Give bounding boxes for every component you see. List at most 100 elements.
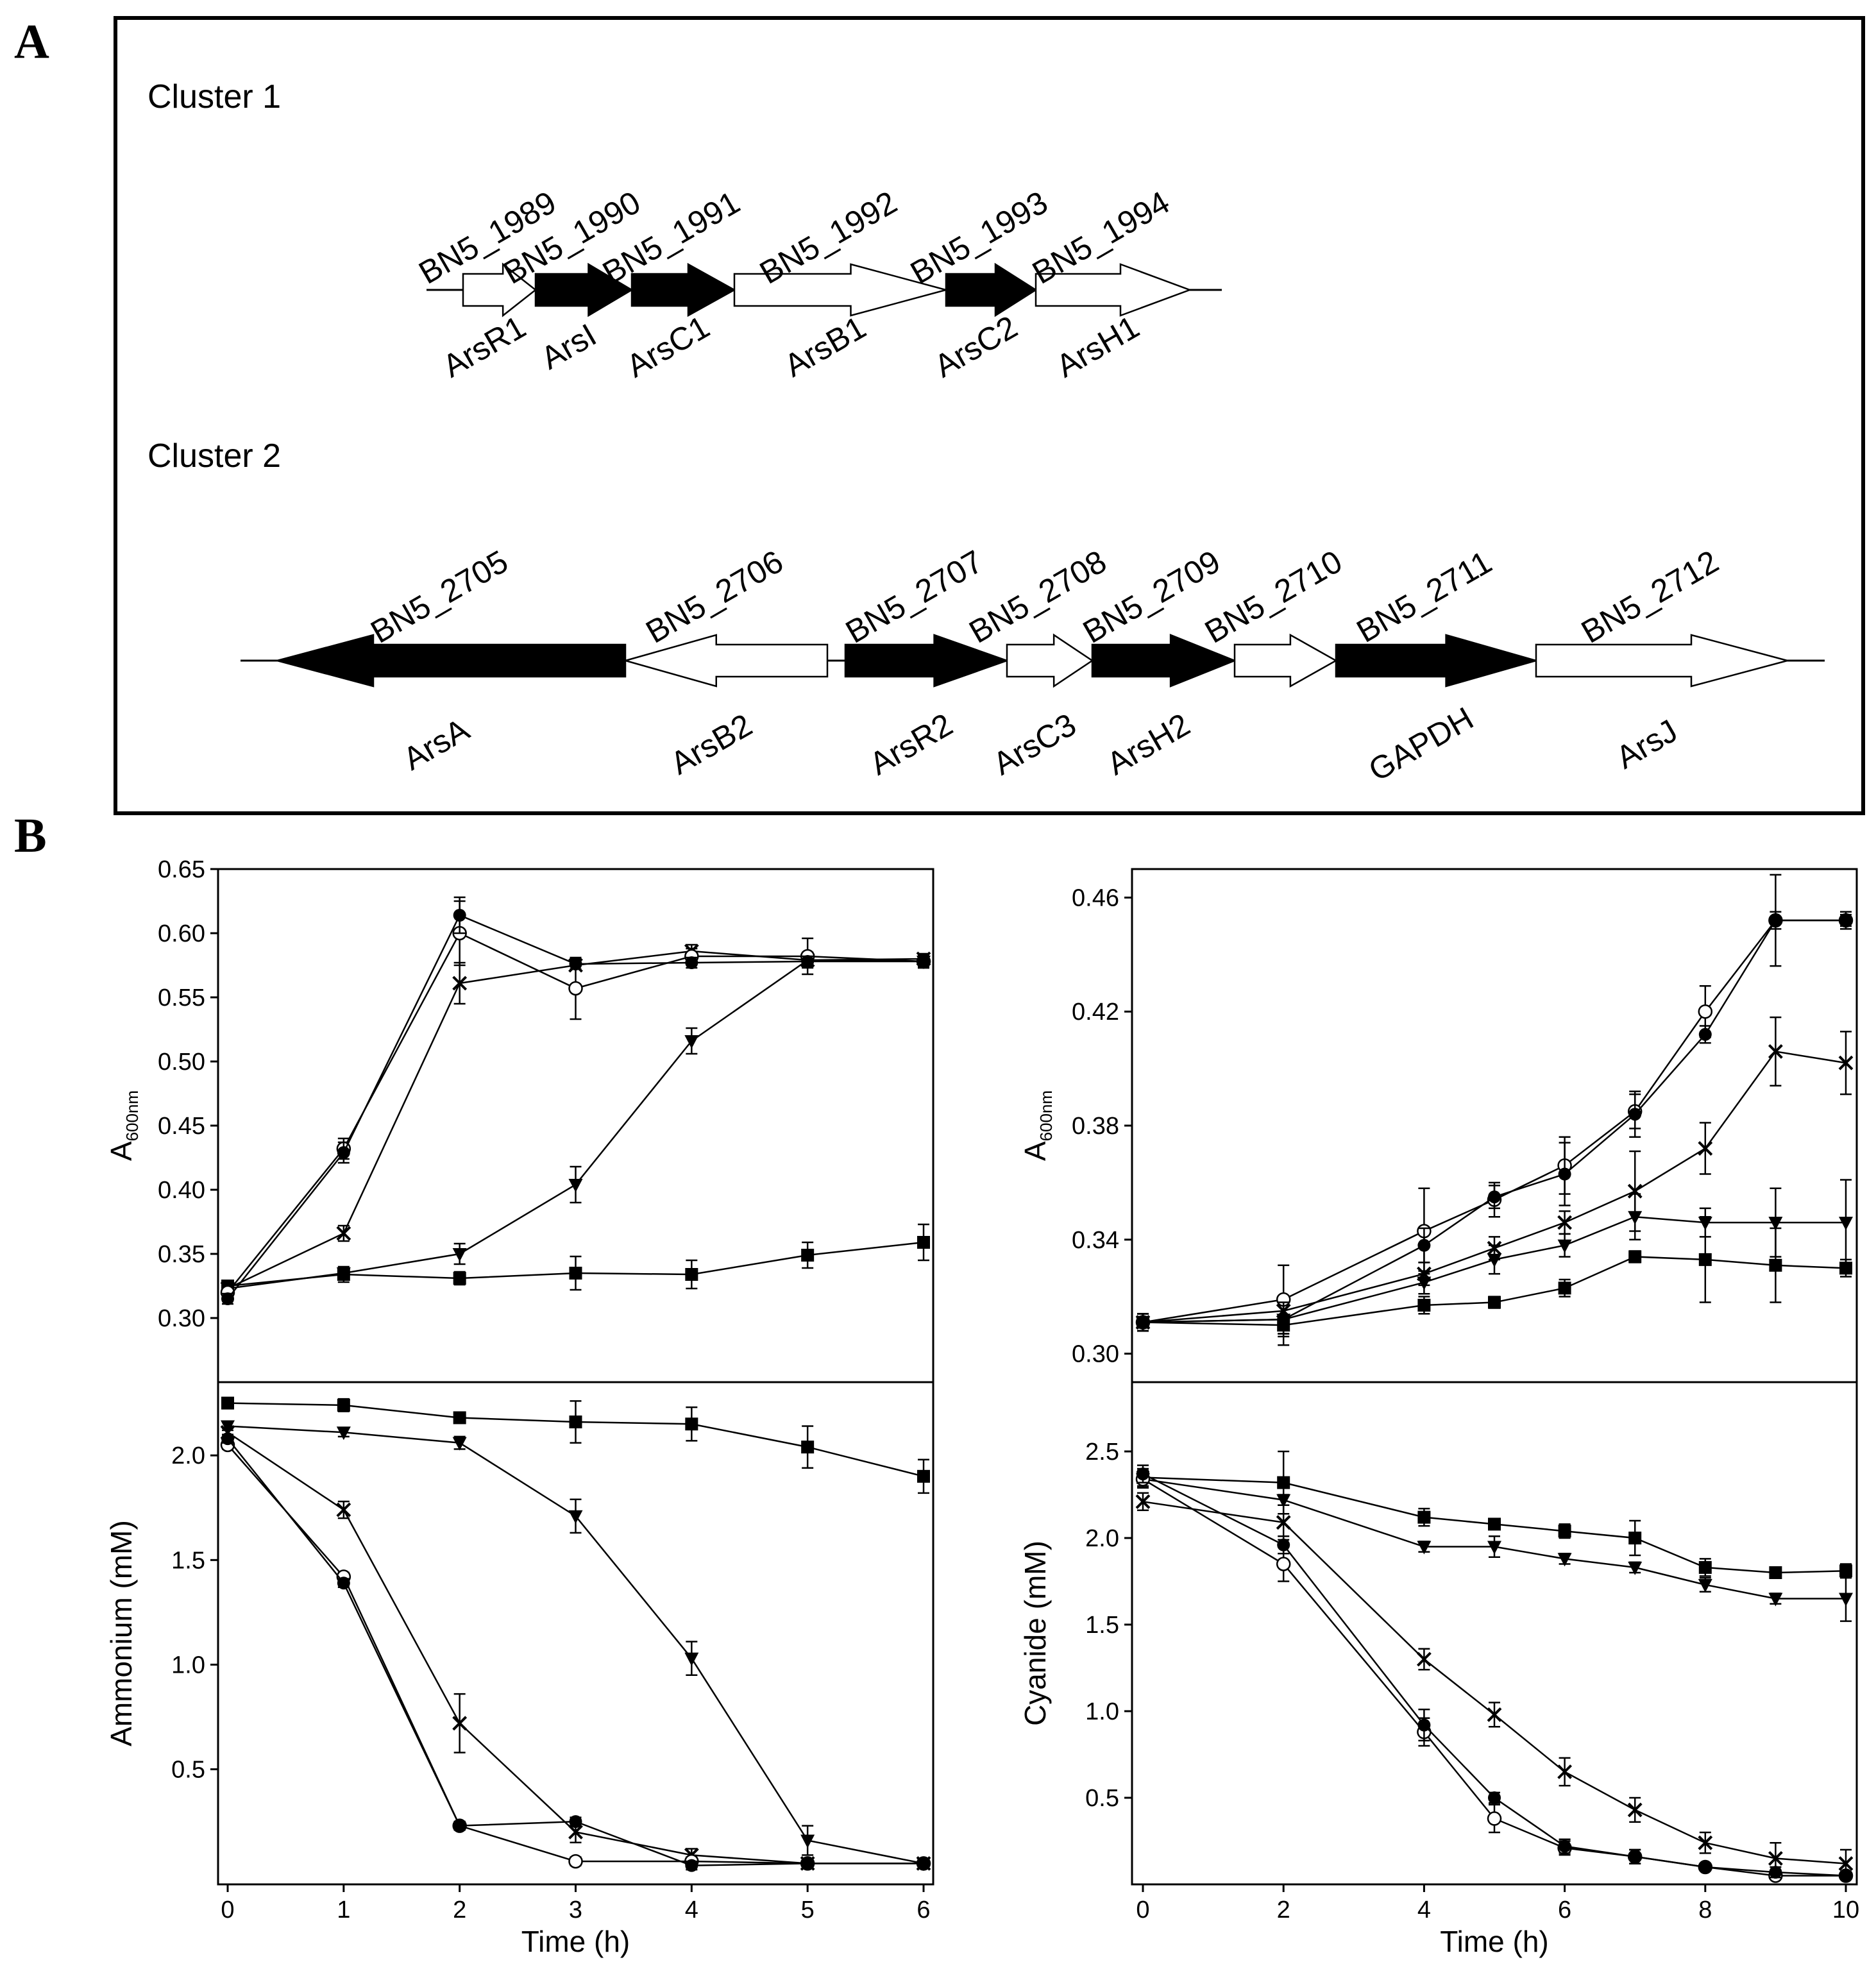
y-tick-label: 2.0 xyxy=(1085,1525,1119,1552)
data-point-square xyxy=(917,1236,930,1249)
data-point-circle-filled xyxy=(1137,1315,1149,1329)
y-axis-title: Cyanide (mM) xyxy=(1018,1541,1052,1726)
x-tick-label: 8 xyxy=(1698,1897,1712,1923)
series-x xyxy=(1135,1492,1854,1879)
data-point-circle-filled xyxy=(337,1146,350,1159)
panel-b-letter: B xyxy=(14,809,47,863)
data-point-triangle xyxy=(336,1426,351,1441)
y-tick-label: 0.30 xyxy=(1072,1341,1119,1368)
data-point-circle-filled xyxy=(1698,1861,1712,1873)
data-point-triangle xyxy=(1557,1239,1572,1253)
x-tick-label: 2 xyxy=(1277,1897,1290,1923)
y-tick-label: 0.55 xyxy=(158,985,205,1011)
series-square xyxy=(221,1396,930,1494)
data-point-triangle xyxy=(1768,1217,1783,1231)
data-point-circle-filled xyxy=(337,1576,350,1590)
cluster-label: Cluster 2 xyxy=(148,437,281,475)
data-point-square xyxy=(1698,1560,1712,1574)
data-point-circle-filled xyxy=(1277,1538,1290,1551)
y-tick-label: 2.5 xyxy=(1085,1439,1119,1466)
x-tick-label: 3 xyxy=(569,1897,582,1923)
data-point-x xyxy=(1135,1494,1151,1509)
gene-arrow-bn5-1994 xyxy=(1035,263,1192,317)
plot-right-top: 0.30 0.34 0.38 0.42 0.46 A600nm xyxy=(1018,868,1858,1383)
data-point-square xyxy=(221,1396,234,1410)
data-point-triangle xyxy=(568,1510,583,1524)
data-point-x xyxy=(1698,1141,1713,1156)
gene-name-label: ArsR2 xyxy=(863,706,958,782)
y-tick-label: 0.30 xyxy=(158,1305,205,1332)
data-point-circle-filled xyxy=(1558,1839,1571,1853)
y-tick-label: 0.5 xyxy=(171,1757,205,1784)
gene-name-label: ArsR1 xyxy=(437,309,532,384)
panel-a-letter: A xyxy=(14,15,49,69)
data-point-circle-open xyxy=(1276,1557,1291,1571)
gene-arrow-bn5-2711 xyxy=(1335,634,1539,688)
gene-arrow-bn5-2712 xyxy=(1535,634,1791,688)
y-tick-label: 0.65 xyxy=(158,856,205,883)
data-point-triangle xyxy=(684,1035,699,1049)
gene-arrow-bn5-2705 xyxy=(274,634,627,688)
gene-arrow-bn5-2708 xyxy=(1006,633,1094,688)
data-point-x xyxy=(568,1825,583,1839)
gene-arrow-bn5-1992 xyxy=(733,263,949,317)
data-point-square xyxy=(1839,1564,1852,1578)
x-tick-label: 4 xyxy=(1417,1897,1431,1923)
gene-name-label: ArsB1 xyxy=(779,309,872,384)
data-point-square xyxy=(569,1415,582,1428)
y-tick-label: 1.5 xyxy=(1085,1612,1119,1639)
gene-arrow-bn5-1991 xyxy=(630,262,736,317)
series-square xyxy=(1137,1215,1852,1346)
plot-left-bottom: 0.5 1.0 1.5 2.0 Ammonium (mM) 0 1 2 3 4 5 6 Time (h) xyxy=(105,1381,934,1958)
data-point-triangle xyxy=(1768,1593,1783,1607)
data-point-triangle xyxy=(1628,1561,1643,1575)
data-point-circle-filled xyxy=(1769,914,1782,927)
gene-arrow-bn5-2707 xyxy=(844,634,1010,688)
data-point-square xyxy=(1417,1299,1431,1312)
series-circle-filled xyxy=(1137,911,1852,1338)
y-tick-label: 1.0 xyxy=(1085,1698,1119,1725)
plot-right-bottom: 0.5 1.0 1.5 2.0 2.5 Cyanide (mM) 0 2 4 6 8 10 Time (… xyxy=(1018,1381,1859,1958)
data-point-circle-filled xyxy=(1277,1313,1290,1326)
plot-frame xyxy=(217,868,934,1383)
x-tick-label: 6 xyxy=(1558,1897,1571,1923)
y-tick-label: 0.60 xyxy=(158,920,205,947)
y-tick-label: 2.0 xyxy=(171,1442,205,1469)
data-point-triangle xyxy=(1276,1494,1291,1508)
y-tick-label: 0.50 xyxy=(158,1049,205,1076)
series-x xyxy=(1135,1016,1854,1332)
data-point-circle-filled xyxy=(1488,1190,1501,1204)
gene-locus-label: BN5_2705 xyxy=(365,543,514,650)
chart-left: 0.300.350.400.450.500.550.600.65A600nm0.… xyxy=(105,856,934,1958)
data-point-circle-filled xyxy=(221,1292,234,1305)
data-point-x xyxy=(1276,1515,1291,1530)
y-axis-title: A600nm xyxy=(105,1090,142,1161)
x-tick-label: 6 xyxy=(917,1897,930,1923)
gene-locus-label: BN5_2711 xyxy=(1351,544,1498,650)
gene-cluster-2: Cluster 2 BN5_2705 ArsA BN5_2706 ArsB2 BN5_27… xyxy=(148,437,1825,788)
y-tick-label: 0.45 xyxy=(158,1113,205,1140)
gene-clusters: Cluster 1BN5_1989ArsR1BN5_1990ArsIBN5_19… xyxy=(148,78,1825,788)
chart-right: 0.30 0.34 0.38 0.42 0.46 A600nm 0.5 1.0 1.5 2.0 2.… xyxy=(1018,868,1859,1958)
data-point-square xyxy=(453,1411,466,1424)
data-point-circle-filled xyxy=(1628,1850,1642,1863)
data-point-circle-filled xyxy=(1417,1238,1431,1252)
gene-arrow-bn5-1993 xyxy=(945,262,1038,317)
gene-name-label: ArsI xyxy=(535,317,602,376)
plot-frame xyxy=(1131,1381,1858,1886)
charts: 0.300.350.400.450.500.550.600.65A600nm0.… xyxy=(105,856,1859,1958)
data-point-square xyxy=(1417,1510,1431,1524)
data-point-circle-filled xyxy=(917,1857,930,1870)
data-point-x xyxy=(1416,1652,1432,1667)
data-point-circle-open xyxy=(1487,1811,1502,1826)
series-circle-filled xyxy=(221,896,930,1305)
gene-name-label: ArsH1 xyxy=(1050,309,1145,384)
y-tick-label: 0.40 xyxy=(158,1177,205,1204)
plot-left-top: 0.30 0.35 0.40 0.45 0.50 0.55 0.60 0.65 A600nm xyxy=(105,856,934,1383)
x-tick-label: 2 xyxy=(453,1897,466,1923)
y-axis-title: A600nm xyxy=(1018,1090,1056,1161)
data-point-circle-open xyxy=(568,1854,583,1869)
x-axis-title: Time (h) xyxy=(521,1925,630,1958)
data-point-circle-filled xyxy=(453,1819,466,1832)
